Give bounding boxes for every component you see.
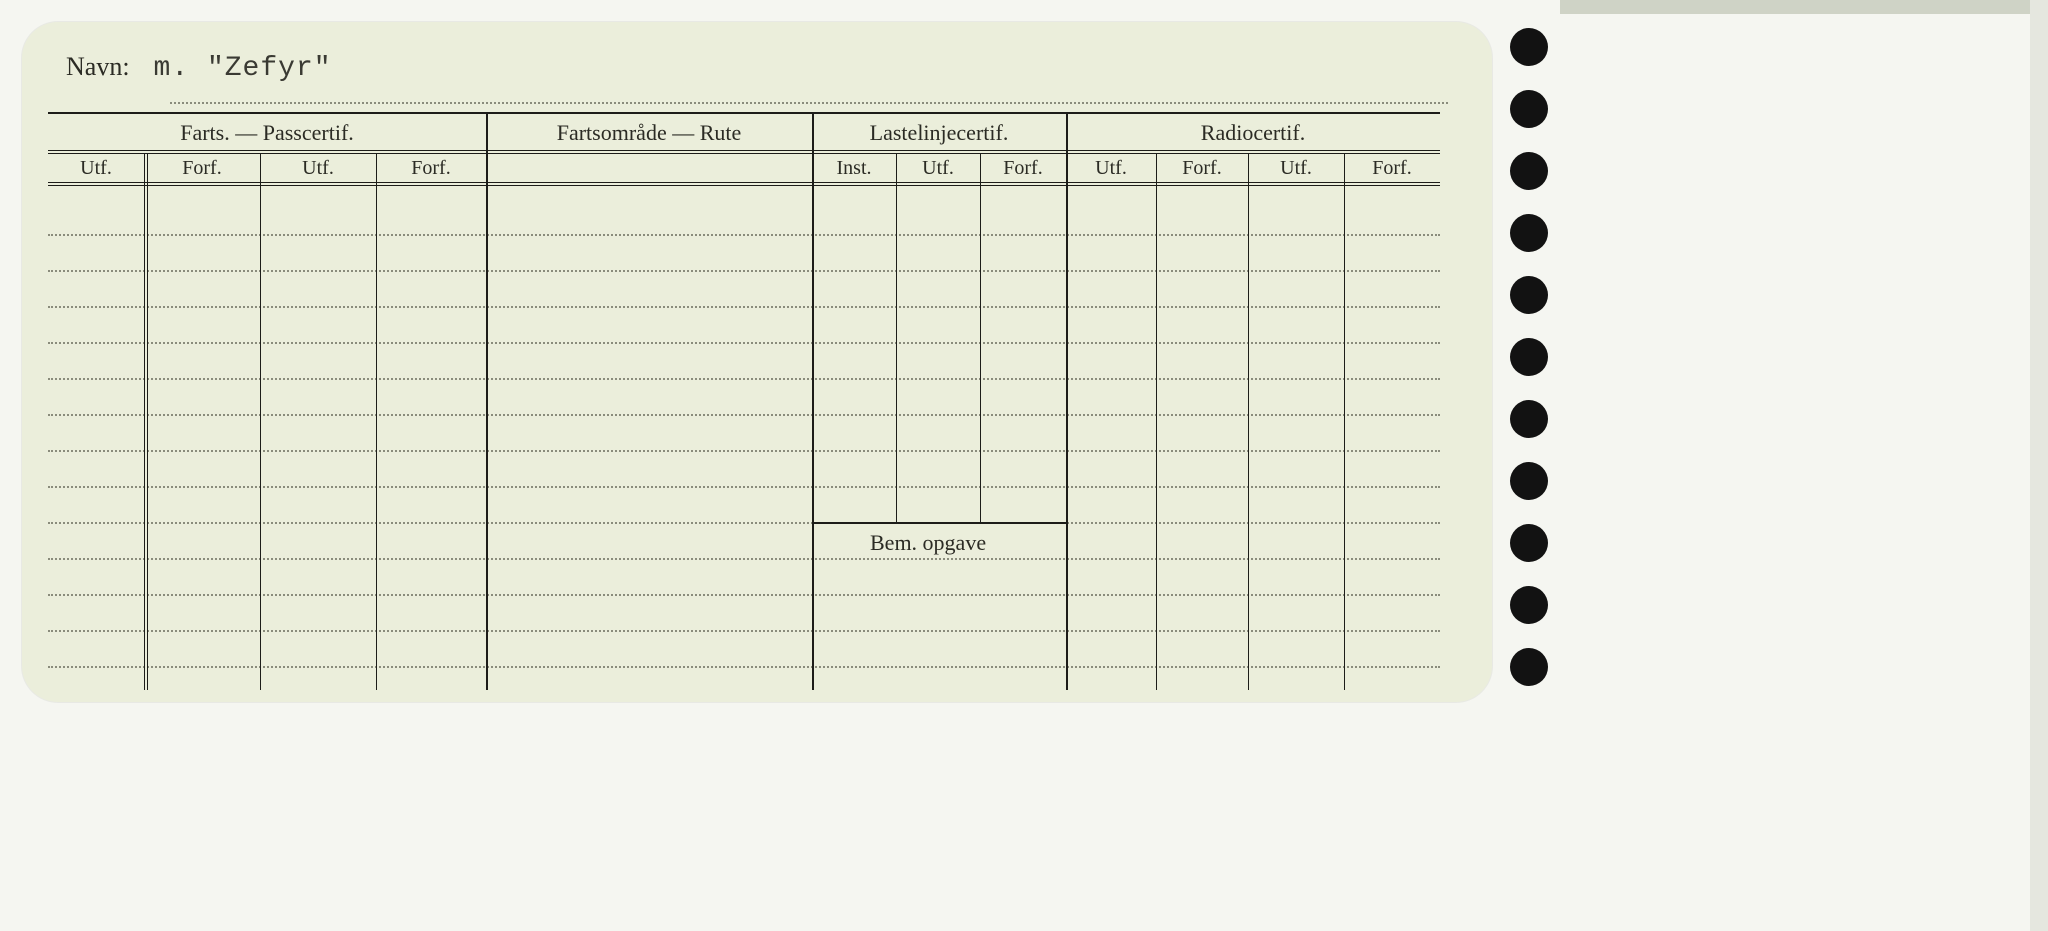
name-row: Navn: m. "Zefyr" <box>66 52 1448 110</box>
bem-rule <box>812 522 1066 524</box>
header-farts: Farts. — Passcertif. <box>48 120 486 146</box>
sub-radio-forf1: Forf. <box>1156 157 1248 180</box>
name-label: Navn: <box>66 52 130 81</box>
index-card: Navn: m. "Zefyr" Farts. — Passcertif. Fa… <box>22 22 1492 702</box>
punch-hole <box>1510 400 1548 438</box>
data-row <box>48 270 1440 272</box>
column-divider <box>812 114 814 690</box>
group-header-row: Farts. — Passcertif. Fartsområde — Rute … <box>48 114 1440 152</box>
punch-hole <box>1510 276 1548 314</box>
sub-laste-inst: Inst. <box>812 157 896 180</box>
sub-farts-utf1: Utf. <box>48 157 144 180</box>
punch-hole <box>1510 214 1548 252</box>
punch-hole <box>1510 648 1548 686</box>
data-row <box>48 630 1440 632</box>
bem-label: Bem. opgave <box>870 530 986 556</box>
column-divider <box>486 114 488 690</box>
column-divider <box>896 154 897 522</box>
scan-edge-top <box>1560 0 2048 14</box>
column-divider <box>1344 154 1345 690</box>
data-row <box>48 234 1440 236</box>
column-divider <box>1248 154 1249 690</box>
punch-hole <box>1510 462 1548 500</box>
data-row <box>48 342 1440 344</box>
data-row <box>48 594 1440 596</box>
sub-radio-utf1: Utf. <box>1066 157 1156 180</box>
data-row <box>48 450 1440 452</box>
sub-radio-forf2: Forf. <box>1344 157 1440 180</box>
column-divider <box>1066 114 1068 690</box>
data-row <box>48 558 1440 560</box>
sub-radio-utf2: Utf. <box>1248 157 1344 180</box>
column-divider <box>144 154 145 690</box>
sub-laste-forf: Forf. <box>980 157 1066 180</box>
data-row <box>48 414 1440 416</box>
scan-edge-right <box>2030 0 2048 931</box>
header-rute: Fartsområde — Rute <box>486 120 812 146</box>
sub-farts-forf1: Forf. <box>144 157 260 180</box>
column-divider <box>1156 154 1157 690</box>
punch-hole <box>1510 338 1548 376</box>
data-row <box>48 378 1440 380</box>
data-row <box>48 666 1440 668</box>
header-radio: Radiocertif. <box>1066 120 1440 146</box>
data-row <box>48 486 1440 488</box>
punch-hole <box>1510 90 1548 128</box>
sub-farts-utf2: Utf. <box>260 157 376 180</box>
punch-hole <box>1510 524 1548 562</box>
header-rule-2 <box>48 182 1440 186</box>
column-divider <box>376 154 377 690</box>
name-underline <box>170 102 1448 104</box>
data-row <box>48 306 1440 308</box>
sub-laste-utf: Utf. <box>896 157 980 180</box>
data-row <box>48 522 1440 524</box>
punch-hole <box>1510 586 1548 624</box>
data-rows <box>48 198 1440 690</box>
sub-farts-forf2: Forf. <box>376 157 486 180</box>
name-value: m. "Zefyr" <box>154 53 332 84</box>
header-laste: Lastelinjecertif. <box>812 120 1066 146</box>
column-divider <box>260 154 261 690</box>
punch-hole <box>1510 152 1548 190</box>
column-divider <box>147 154 148 690</box>
column-divider <box>980 154 981 522</box>
punch-holes <box>1510 28 1554 686</box>
punch-hole <box>1510 28 1548 66</box>
sub-header-row: Utf. Forf. Utf. Forf. Inst. Utf. Forf. U… <box>48 152 1440 184</box>
